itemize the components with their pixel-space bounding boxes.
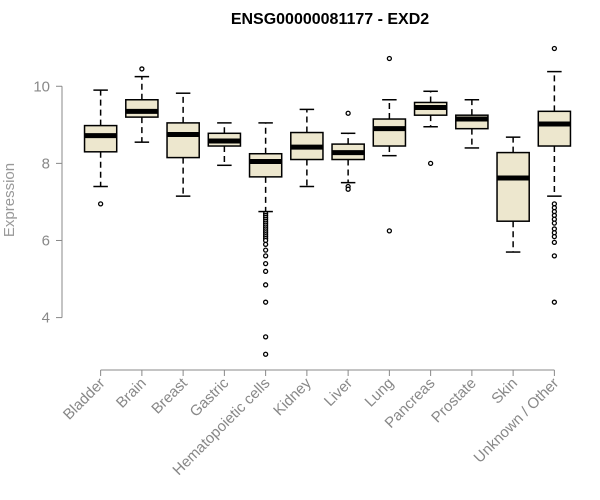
y-tick-label: 10 (33, 78, 50, 95)
box-iqr (166, 122, 200, 159)
outlier-point (262, 253, 269, 259)
outlier-point (551, 239, 558, 246)
y-tick-label: 4 (42, 310, 50, 327)
box-group (125, 66, 159, 143)
outlier-point (139, 66, 145, 72)
box-group (207, 122, 242, 167)
box-group (455, 99, 489, 149)
box-group (248, 122, 283, 357)
box-iqr (83, 124, 118, 153)
x-tick-label: Breast (148, 374, 191, 417)
box-iqr (248, 152, 283, 178)
y-axis: 4 6 8 10 (33, 78, 63, 327)
outlier-point (262, 247, 269, 253)
outlier-point (386, 55, 393, 62)
outlier-point (551, 220, 558, 226)
box-group (290, 108, 324, 188)
box-group (83, 89, 118, 207)
outlier-point (551, 253, 558, 259)
chart-title: ENSG00000081177 - EXD2 (231, 11, 429, 28)
outlier-point (551, 299, 558, 305)
y-axis-label: Expression (1, 163, 18, 237)
y-tick-label: 8 (42, 155, 50, 172)
x-tick-label: Kidney (270, 374, 315, 419)
box-group (331, 110, 365, 192)
x-tick-label: Lung (362, 375, 398, 411)
box-group (372, 55, 407, 234)
outlier-point (262, 260, 269, 267)
box-iqr (372, 118, 407, 147)
outlier-point (262, 299, 269, 305)
outlier-point (345, 110, 351, 116)
x-tick-label: Bladder (60, 375, 109, 424)
x-tick-label: Skin (488, 375, 521, 408)
outlier-point (262, 268, 269, 274)
box-group (166, 92, 200, 197)
x-tick-label: Brain (113, 375, 150, 412)
box-group (537, 45, 572, 305)
box-group (413, 90, 448, 167)
box-iqr (537, 110, 572, 147)
outlier-point (551, 233, 558, 240)
x-tick-label: Prostate (428, 375, 480, 427)
outlier-point (345, 186, 351, 192)
outlier-point (262, 241, 269, 247)
box-group (496, 136, 530, 253)
box-iqr (496, 151, 530, 222)
outlier-point (97, 201, 104, 207)
box-iqr (125, 99, 159, 118)
y-tick-label: 6 (42, 232, 50, 249)
outlier-point (262, 334, 269, 340)
outlier-point (386, 228, 393, 234)
outlier-point (262, 351, 269, 357)
outlier-point (427, 160, 434, 167)
plot-area (83, 45, 572, 357)
x-tick-label: Liver (321, 375, 356, 410)
outlier-point (262, 282, 269, 288)
outlier-point (551, 45, 558, 52)
